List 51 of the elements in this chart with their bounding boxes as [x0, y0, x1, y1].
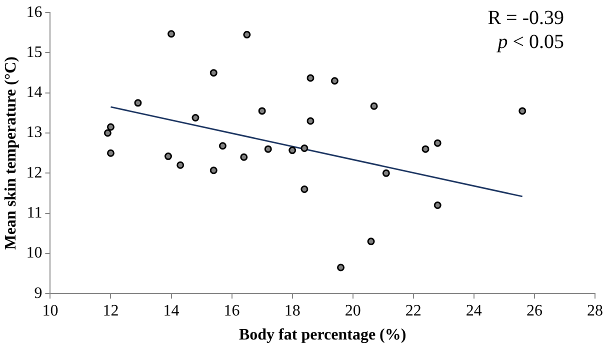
point: [306, 74, 314, 82]
y-tick-label: 12: [26, 164, 42, 182]
point: [264, 145, 272, 153]
point: [434, 202, 442, 210]
point: [164, 152, 172, 160]
annotation: p < 0.05: [496, 30, 564, 54]
point: [240, 153, 248, 161]
point: [258, 107, 266, 115]
y-axis-title: Mean skin temperature (°C): [2, 56, 20, 250]
x-axis-title: Body fat percentage (%): [238, 326, 406, 344]
point: [288, 146, 296, 154]
point: [422, 145, 430, 153]
y-tick-label: 15: [26, 44, 42, 61]
x-tick-label: 10: [42, 302, 58, 320]
x-tick-label: 24: [466, 302, 482, 320]
x-tick-label: 12: [102, 302, 119, 320]
x-tick-label: 26: [526, 302, 542, 320]
point: [218, 142, 226, 150]
point: [104, 129, 112, 137]
point: [306, 117, 314, 125]
point: [106, 149, 114, 157]
x-tick-label: 18: [284, 302, 300, 320]
y-tick-label: 10: [26, 244, 42, 262]
y-tick-label: 14: [26, 84, 42, 102]
point: [300, 144, 308, 152]
x-tick-label: 28: [587, 302, 603, 320]
point: [434, 139, 442, 147]
x-tick-label: 20: [344, 302, 361, 320]
y-tick-label: 9: [34, 284, 42, 302]
point: [337, 264, 345, 272]
point: [518, 107, 526, 115]
point: [382, 169, 390, 177]
point: [330, 77, 338, 85]
y-tick-label: 13: [26, 124, 42, 142]
point: [243, 30, 251, 38]
point: [192, 114, 200, 122]
point: [370, 102, 378, 110]
point: [367, 238, 375, 246]
point: [300, 185, 308, 193]
y-tick-label: 11: [26, 204, 42, 222]
point: [106, 123, 114, 131]
annotation: R = -0.39: [488, 6, 564, 30]
x-tick-label: 22: [405, 302, 422, 320]
point: [210, 69, 218, 77]
x-tick-label: 14: [163, 302, 180, 320]
x-tick-label: 16: [224, 302, 240, 320]
point: [134, 99, 142, 107]
point: [176, 161, 184, 169]
y-tick-label: 16: [26, 4, 42, 21]
point: [168, 30, 176, 38]
point: [210, 166, 218, 174]
